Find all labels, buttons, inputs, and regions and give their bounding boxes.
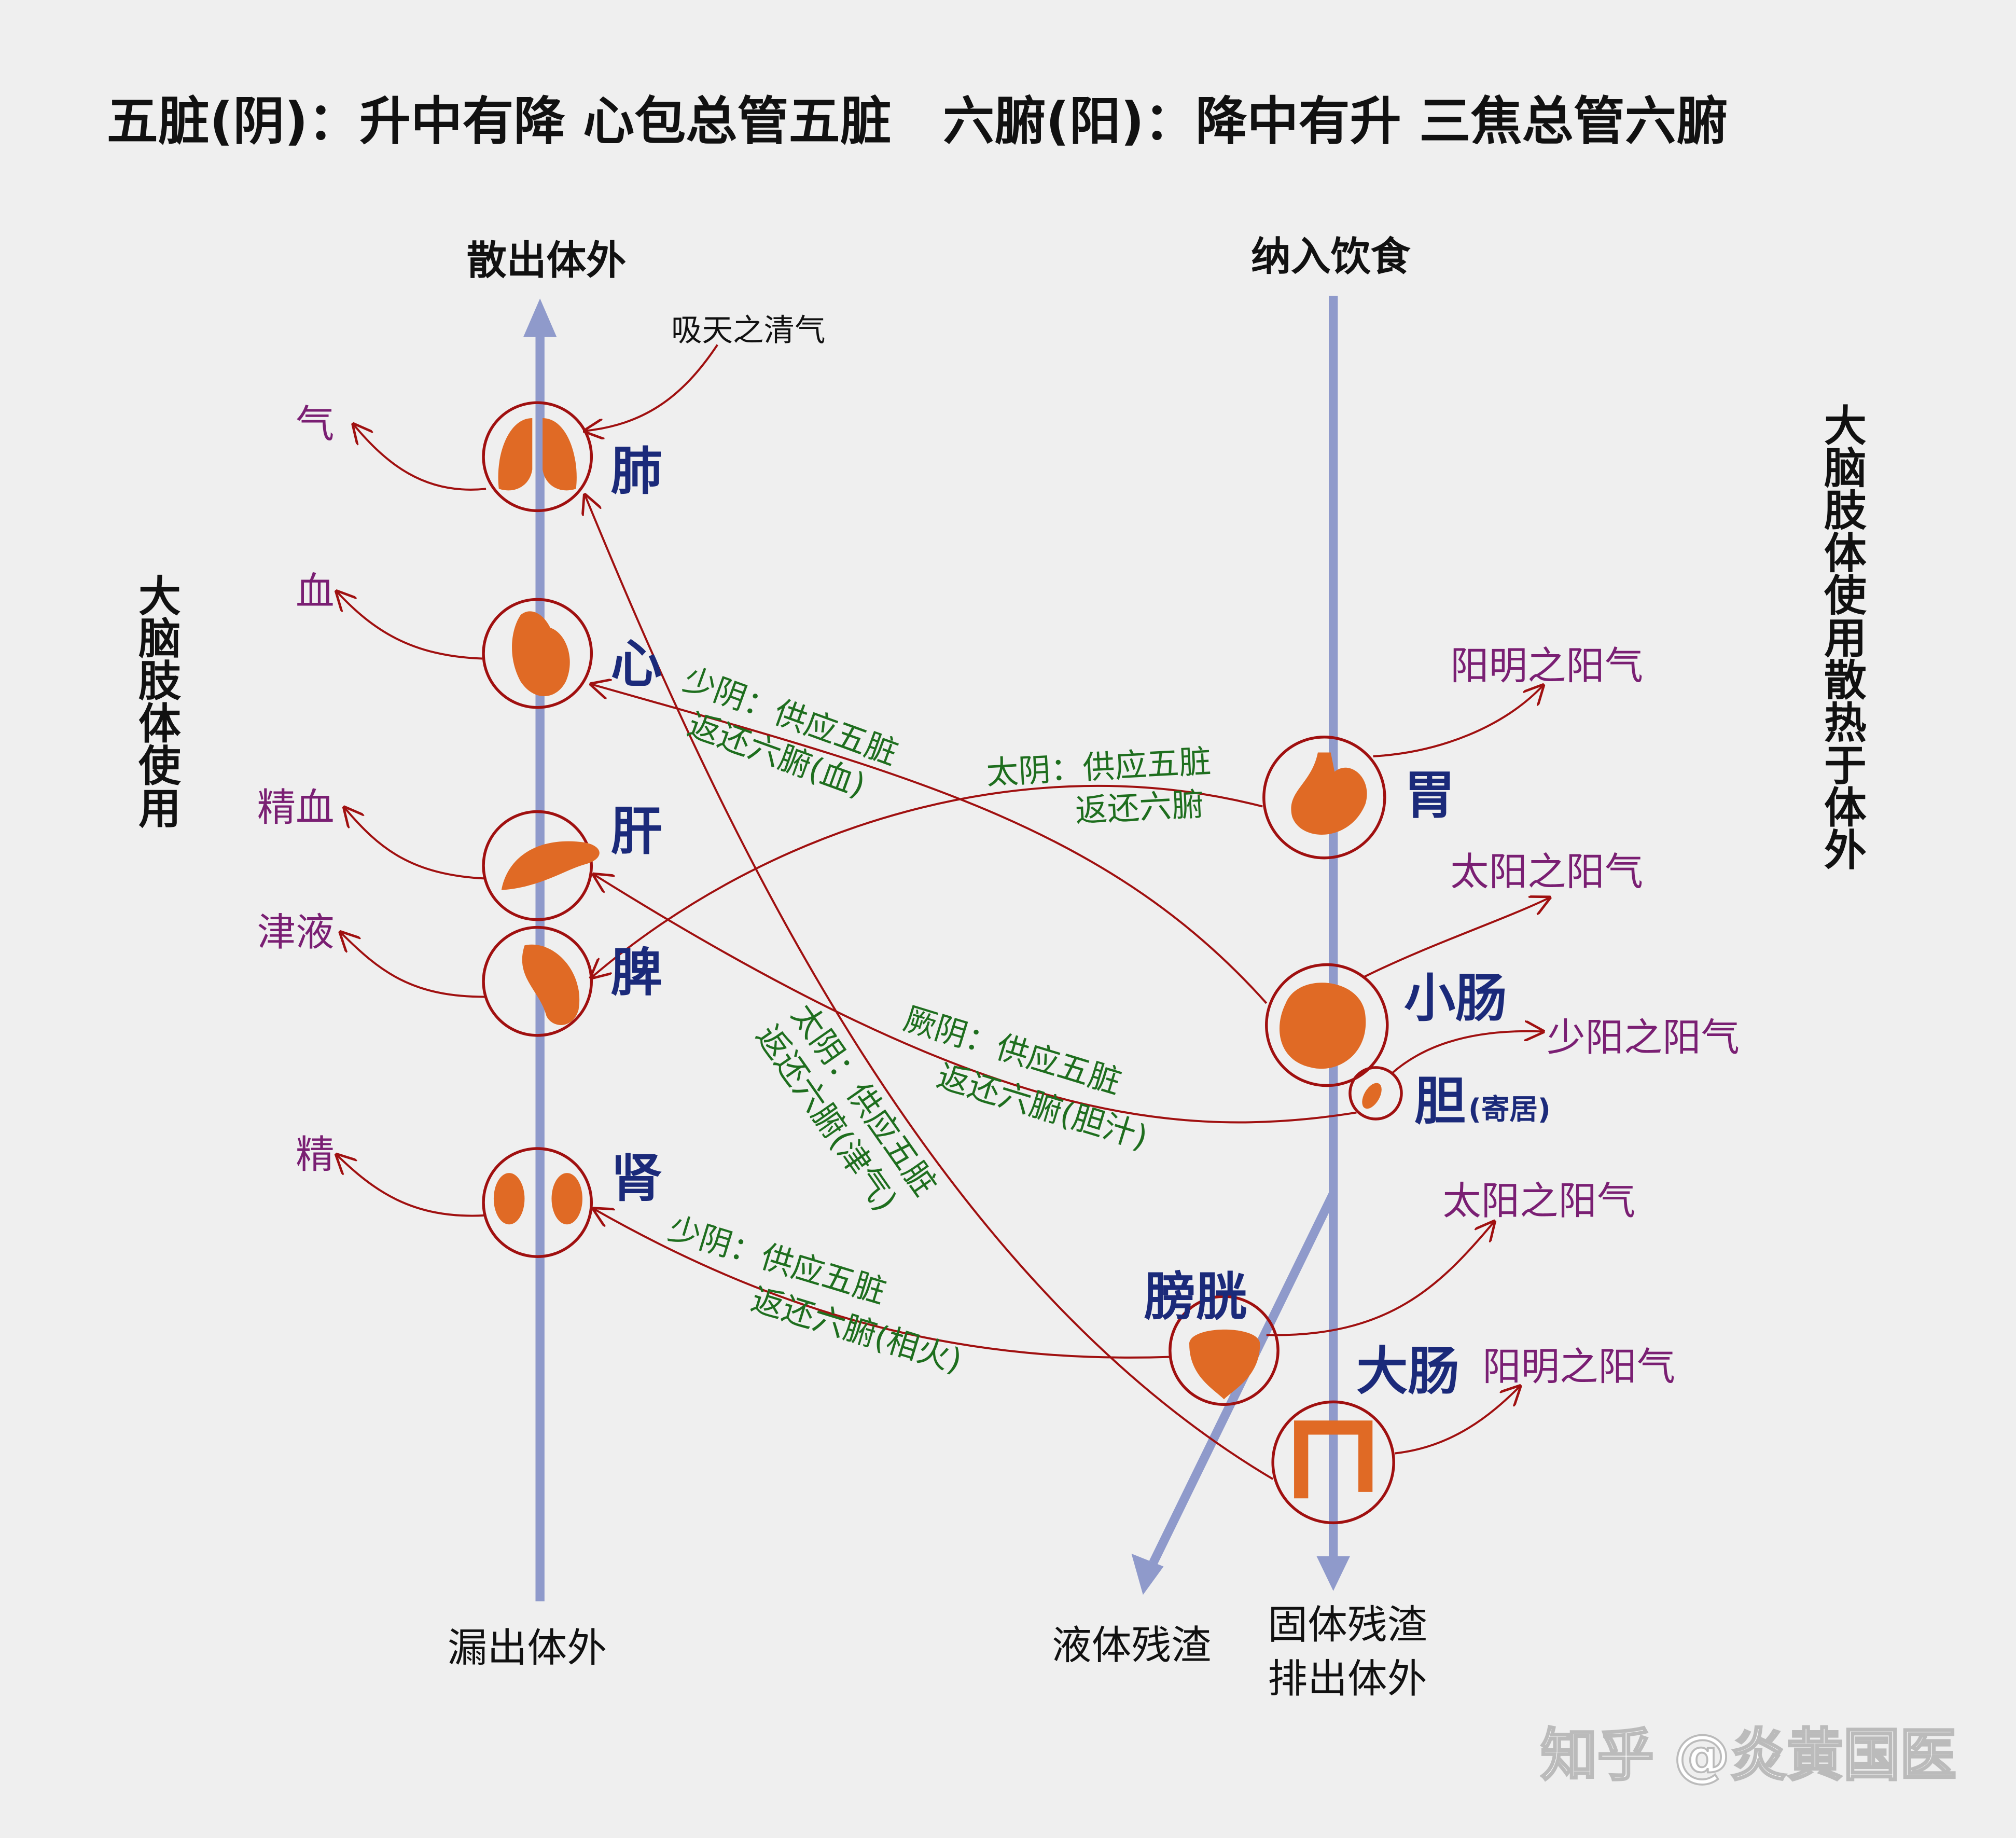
arrow-down-icon	[1131, 1553, 1164, 1595]
organ-label-large-intestine: 大肠	[1356, 1342, 1459, 1402]
page-title: 五脏(阴)：升中有降 心包总管五脏 六腑(阳)：降中有升 三焦总管六腑	[107, 92, 1728, 151]
inhale-label: 吸天之清气	[671, 313, 825, 349]
organ-heart	[482, 598, 593, 709]
essence-output-label: 精	[296, 1132, 334, 1177]
left-axis-bottom-label: 漏出体外	[448, 1625, 607, 1671]
bladder-output-label: 太阳之阳气	[1442, 1178, 1635, 1223]
arrow-up-icon	[523, 298, 557, 337]
organ-label-lung: 肺	[611, 441, 662, 501]
organ-label-small-intestine: 小肠	[1404, 969, 1507, 1029]
excrete-label: 排出体外	[1268, 1656, 1427, 1703]
fluid-output-label: 津液	[257, 909, 335, 955]
watermark: 知乎 @炎黄国医	[1541, 1722, 1956, 1788]
right-axis-top-label: 纳入饮食	[1251, 234, 1411, 280]
blood-output-label: 血	[296, 569, 334, 614]
gallbladder-output-label: 少阳之阳气	[1547, 1015, 1740, 1060]
bladder-icon	[1189, 1329, 1260, 1400]
fu-output-arrows	[1266, 686, 1549, 1455]
solid-residue-label: 固体残渣	[1268, 1602, 1427, 1648]
organ-label-spleen: 脾	[611, 943, 662, 1003]
small-intestine-output-label: 太阳之阳气	[1450, 849, 1643, 894]
gallbladder-note: (寄居)	[1468, 1093, 1551, 1126]
liquid-residue-label: 液体残渣	[1052, 1623, 1211, 1669]
left-axis-top-label: 散出体外	[467, 238, 626, 284]
organ-lung	[482, 401, 593, 513]
left-side-label: 大脑肢体使用	[131, 574, 180, 828]
organ-gallbladder	[1348, 1066, 1403, 1121]
lungs-icon	[498, 418, 577, 491]
spleen-icon	[522, 944, 580, 1025]
organ-label-kidney: 肾	[611, 1149, 662, 1209]
large-intestine-icon	[1294, 1420, 1373, 1499]
arrow-down-icon	[1316, 1556, 1350, 1591]
stomach-output-label: 阳明之阳气	[1450, 643, 1643, 688]
heart-icon	[512, 611, 570, 697]
organ-label-liver: 肝	[611, 801, 662, 861]
gallbladder-icon	[1362, 1083, 1382, 1109]
organ-small-intestine	[1265, 963, 1389, 1087]
essence-blood-output-label: 精血	[257, 785, 335, 830]
right-side-label: 大脑肢体使用散热于体外	[1816, 403, 1866, 870]
organ-bladder	[1169, 1295, 1280, 1406]
svg-text:返还六腑: 返还六腑	[1074, 785, 1204, 830]
large-intestine-output-label: 阳明之阳气	[1482, 1344, 1675, 1389]
organ-label-heart: 心	[611, 634, 662, 694]
kidney-icon	[493, 1173, 525, 1225]
organ-large-intestine	[1271, 1400, 1395, 1525]
organ-label-bladder: 膀胱	[1144, 1267, 1247, 1327]
stomach-icon	[1291, 752, 1367, 835]
qi-output-label: 气	[296, 402, 334, 447]
organ-liver	[482, 810, 600, 921]
meridian-lines	[585, 344, 1357, 1480]
zang-output-arrows	[337, 424, 486, 1217]
liver-icon	[501, 841, 600, 890]
organ-label-gallbladder: 胆	[1414, 1072, 1466, 1131]
small-intestine-icon	[1279, 983, 1366, 1069]
organ-stomach	[1262, 736, 1386, 860]
organ-spleen	[482, 925, 593, 1037]
organ-kidney	[482, 1147, 593, 1258]
kidney-icon	[551, 1173, 582, 1225]
organ-label-stomach: 胃	[1404, 766, 1455, 825]
